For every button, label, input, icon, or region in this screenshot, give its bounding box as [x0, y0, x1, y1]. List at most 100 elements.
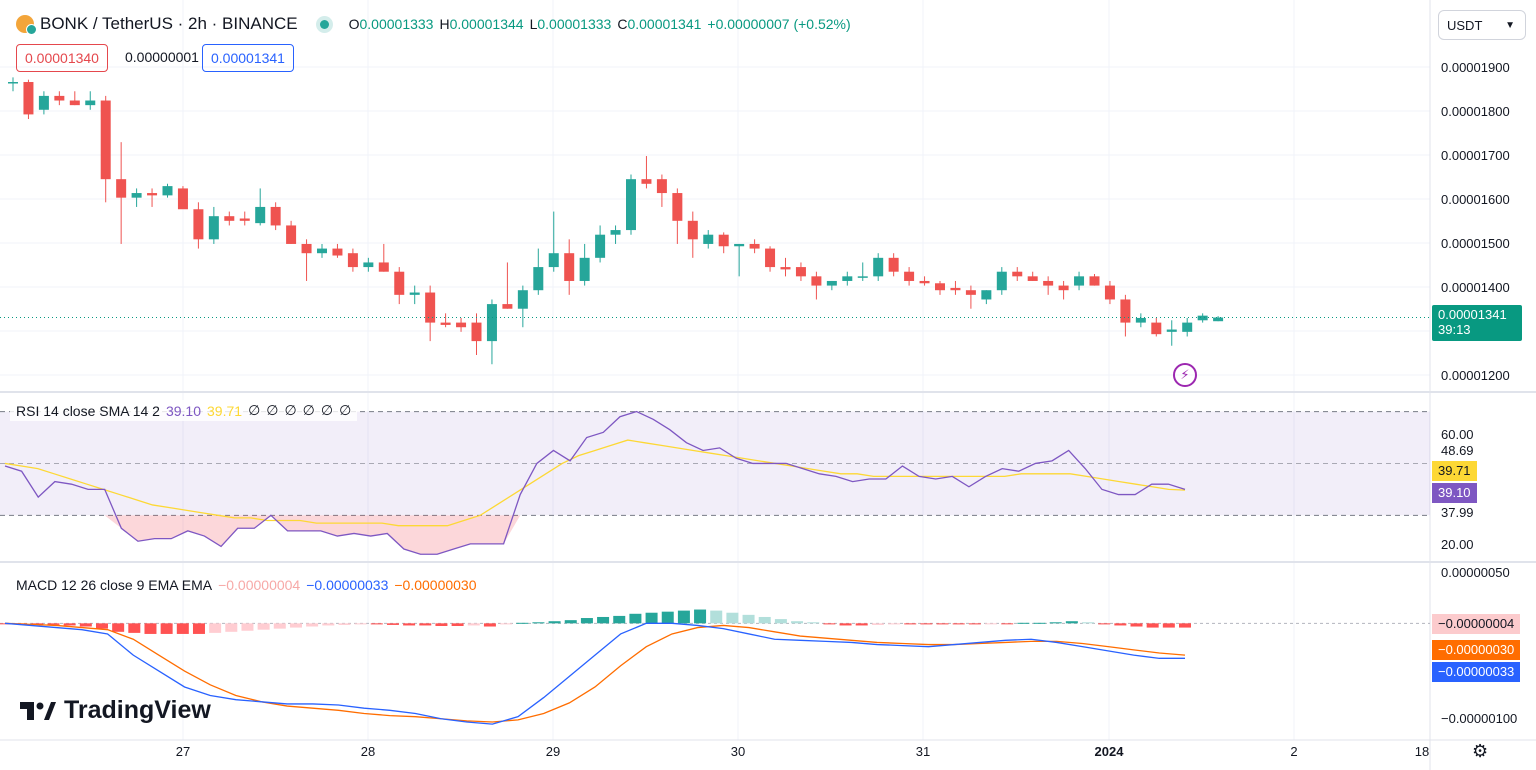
candle-body — [873, 257, 884, 277]
candle-body — [548, 253, 559, 268]
candle-body — [332, 248, 343, 256]
macd-signal-line — [4, 622, 1186, 723]
high-value: 0.00001344 — [449, 16, 524, 32]
candle-body — [224, 216, 235, 221]
macd-histogram-bar — [144, 623, 157, 634]
bar-countdown: 39:13 — [1438, 322, 1471, 337]
macd-histogram-bar — [241, 623, 254, 631]
macd-histogram-bar — [1033, 622, 1046, 624]
candle-body — [857, 276, 868, 278]
candle-body — [564, 253, 575, 281]
macd-histogram-bar — [564, 620, 577, 624]
tradingview-logo[interactable]: TradingView — [20, 696, 211, 725]
price-axis-label: 0.00001600 — [1441, 192, 1510, 207]
currency-select[interactable]: USDT ▼ — [1438, 10, 1526, 40]
macd-histogram-bar — [1179, 623, 1191, 628]
price-axis-label: 0.00001500 — [1441, 236, 1510, 251]
candle-body — [626, 179, 636, 231]
candle-body — [363, 262, 374, 268]
rsi-axis-label: 48.69 — [1441, 443, 1474, 458]
candle-body — [456, 322, 467, 328]
candle-body — [765, 248, 776, 268]
candle-body — [270, 206, 281, 226]
macd-histogram-bar — [47, 623, 60, 625]
last-price-value: 0.00001341 — [1438, 307, 1507, 322]
macd-axis-label: −0.00000100 — [1441, 711, 1518, 726]
macd-signal-value: −0.00000030 — [394, 577, 477, 593]
candle-body — [116, 179, 127, 198]
time-axis-label: 18 — [1414, 744, 1430, 759]
candle-body — [811, 276, 822, 286]
macd-histogram-bar — [532, 622, 545, 624]
symbol-header: BONK / TetherUS · 2h · BINANCE O0.000013… — [16, 12, 851, 36]
macd-histogram-bar — [1001, 623, 1014, 625]
macd-signal-tag: −0.00000030 — [1432, 640, 1521, 660]
macd-histogram-bar — [306, 623, 319, 627]
macd-histogram-bar — [871, 623, 884, 625]
macd-histogram-bar — [79, 623, 92, 627]
macd-histogram-bar — [128, 623, 141, 633]
candle-body — [1182, 322, 1193, 332]
chevron-down-icon: ▼ — [1505, 20, 1515, 31]
market-status-icon[interactable] — [319, 19, 329, 29]
sell-button[interactable]: 0.00001340 — [16, 44, 108, 72]
candle-body — [347, 253, 358, 268]
time-axis-label: 2024 — [1094, 744, 1124, 759]
candle-body — [425, 292, 436, 323]
candle-body — [1058, 285, 1069, 291]
rsi-empty-value: ∅ — [266, 402, 279, 418]
macd-histogram-bar — [95, 623, 108, 629]
macd-histogram-bar — [354, 623, 367, 625]
candle-body — [517, 290, 528, 309]
candle-body — [147, 193, 158, 196]
macd-histogram-bar — [694, 609, 707, 624]
macd-histogram-bar — [500, 623, 513, 625]
time-axis-label: 30 — [730, 744, 746, 759]
rsi-empty-value: ∅ — [302, 402, 315, 418]
candle-body — [378, 262, 389, 272]
symbol-title[interactable]: BONK / TetherUS · 2h · BINANCE — [40, 14, 298, 33]
time-axis-label: 27 — [175, 744, 191, 759]
price-axis-label: 0.00001800 — [1441, 104, 1510, 119]
rsi-value: 39.10 — [165, 402, 202, 419]
time-axis-label: 31 — [915, 744, 931, 759]
price-axis-label: 0.00001700 — [1441, 148, 1510, 163]
bonk-coin-icon — [16, 15, 37, 35]
candle-body — [1197, 315, 1208, 321]
macd-histogram-bar — [1130, 623, 1143, 627]
buy-button[interactable]: 0.00001341 — [202, 44, 294, 72]
rsi-legend[interactable]: RSI 14 close SMA 14 2 39.10 39.71 ∅ ∅ ∅ … — [10, 400, 358, 421]
macd-histogram-bar — [1114, 623, 1127, 626]
rsi-sma-tag: 39.71 — [1432, 461, 1477, 481]
macd-histogram-bar — [710, 610, 723, 624]
candle-body — [780, 267, 791, 270]
candle-body — [672, 193, 683, 221]
macd-histogram-bar — [209, 623, 222, 633]
macd-legend[interactable]: MACD 12 26 close 9 EMA EMA −0.00000004 −… — [10, 575, 483, 595]
candle-body — [1043, 280, 1054, 286]
candle-body — [595, 234, 606, 258]
rsi-oversold-fill — [5, 515, 1185, 555]
candle-body — [888, 257, 899, 272]
ohlc-values: O0.00001333 H0.00001344 L0.00001333 C0.0… — [349, 16, 851, 32]
macd-histogram-bar — [629, 613, 642, 624]
macd-histogram-bar — [613, 615, 626, 624]
candle-body — [826, 280, 837, 286]
candle-body — [533, 267, 544, 291]
macd-histogram-bar — [839, 623, 852, 626]
change-value: +0.00000007 (+0.52%) — [707, 16, 851, 32]
macd-histogram-bar — [904, 623, 917, 625]
settings-gear-icon[interactable]: ⚙ — [1472, 741, 1489, 761]
macd-histogram-bar — [597, 616, 610, 624]
tradingview-logo-text: TradingView — [64, 696, 211, 724]
macd-histogram-bar — [403, 623, 416, 626]
candle-body — [656, 179, 667, 194]
lightning-icon[interactable]: ⚡ — [1173, 363, 1197, 387]
macd-histogram-bar — [726, 612, 739, 624]
time-axis-label: 28 — [360, 744, 376, 759]
rsi-sma-line — [4, 439, 1186, 527]
macd-histogram-bar — [467, 623, 480, 626]
candle-body — [23, 82, 34, 115]
